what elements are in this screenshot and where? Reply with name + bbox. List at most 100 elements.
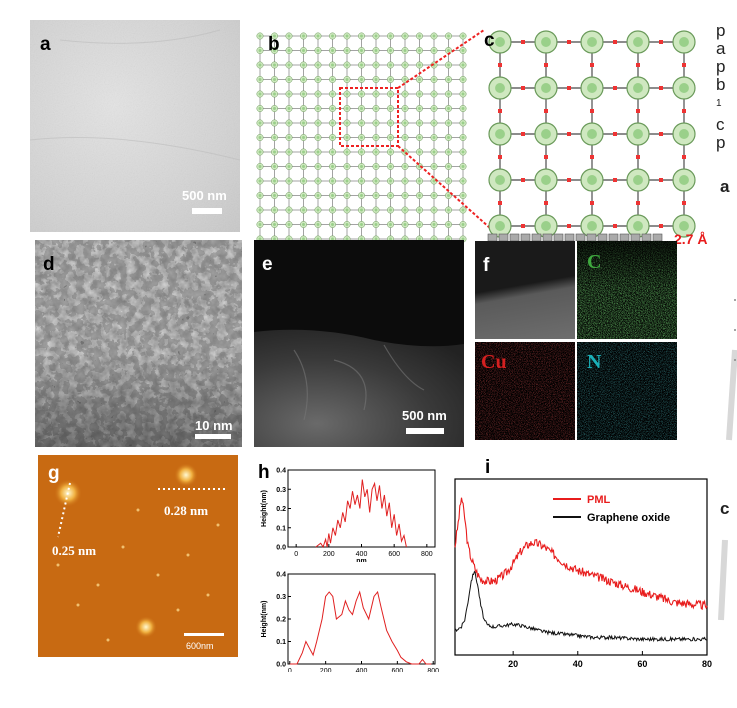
- lattice-linker: [498, 155, 502, 159]
- panel-f-eds-maps: f C Cu N: [475, 241, 677, 440]
- panel-c-lattice-zoom: c 2.7 Å: [478, 18, 714, 250]
- lattice-node-core: [258, 208, 262, 212]
- lattice-node-core: [461, 208, 465, 212]
- eds-label-n: N: [587, 351, 602, 373]
- lattice-node-core: [302, 223, 305, 226]
- lattice-linker: [613, 40, 617, 44]
- lattice-node-core: [316, 136, 320, 139]
- lattice-node-core: [360, 121, 363, 125]
- lattice-node-core: [316, 78, 320, 81]
- lattice-node-core: [374, 237, 378, 241]
- lattice-node-core: [331, 179, 334, 183]
- plot-frame: [454, 478, 708, 656]
- panel-e-stem-image: e 500 nm: [254, 240, 464, 447]
- cropped-text-4: b: [716, 75, 726, 94]
- lattice-node-core: [495, 175, 505, 185]
- lattice-node-core: [418, 121, 421, 125]
- lattice-node-core: [345, 121, 349, 125]
- y-tick-label: 0.3: [276, 487, 286, 494]
- lattice-linker: [682, 63, 686, 67]
- lattice-node-core: [389, 237, 392, 241]
- scale-bar-label-a: 500 nm: [182, 188, 227, 203]
- lattice-node-core: [302, 107, 305, 110]
- side-view-unit: [531, 233, 542, 242]
- lattice-node-core: [316, 237, 320, 241]
- series-line-1: [454, 570, 708, 643]
- lattice-node-core: [331, 63, 334, 67]
- lattice-linker: [567, 40, 571, 44]
- lattice-node-core: [541, 83, 551, 93]
- lattice-linker: [544, 109, 548, 113]
- lattice-node-core: [287, 194, 291, 197]
- tem-texture: [30, 20, 240, 232]
- lattice-node-core: [360, 136, 363, 139]
- eds-label-cu: Cu: [481, 351, 507, 373]
- x-tick-label: 400: [356, 668, 368, 672]
- lattice-node-core: [403, 237, 407, 241]
- lattice-node-core: [461, 63, 465, 67]
- panel-label-d: d: [43, 254, 55, 275]
- lattice-node-core: [633, 221, 643, 231]
- lattice-linker: [636, 63, 640, 67]
- lattice-node-core: [403, 165, 407, 168]
- lattice-node-core: [273, 78, 276, 81]
- lattice-linker: [544, 155, 548, 159]
- lattice-node-core: [331, 194, 334, 197]
- series-line-0: [315, 479, 407, 549]
- lattice-node-core: [541, 37, 551, 47]
- panel-d-hrtem-image: d 10 nm: [35, 240, 242, 447]
- lattice-linker: [590, 109, 594, 113]
- lattice-node-core: [541, 221, 551, 231]
- cropped-text-7: p: [716, 133, 726, 152]
- lattice-linker: [659, 40, 663, 44]
- lattice-linker: [659, 178, 663, 182]
- lattice-node-core: [345, 136, 349, 139]
- lattice-node-core: [447, 121, 450, 125]
- x-tick-label: 60: [637, 659, 647, 669]
- lattice-node-core: [287, 92, 291, 96]
- lattice-node-core: [316, 194, 320, 197]
- legend-label-0: PML: [587, 494, 611, 506]
- lattice-node-core: [679, 221, 689, 231]
- lattice-node-core: [403, 49, 407, 52]
- lattice-node-core: [273, 179, 276, 183]
- eds-map-n: [577, 342, 677, 440]
- lattice-node-core: [447, 165, 450, 168]
- lattice-node-core: [287, 237, 291, 241]
- lattice-linker: [498, 201, 502, 205]
- cropped-text-3: p: [716, 57, 726, 76]
- lattice-linker: [613, 224, 617, 228]
- lattice-node-core: [331, 34, 334, 38]
- lattice-node-core: [403, 78, 407, 81]
- lattice-node-core: [273, 121, 276, 125]
- lattice-node-core: [587, 37, 597, 47]
- side-view-unit: [509, 233, 520, 242]
- lattice-node-core: [258, 165, 262, 168]
- lattice-node-core: [679, 129, 689, 139]
- lattice-node-core: [374, 136, 378, 139]
- lattice-node-core: [302, 150, 305, 154]
- lattice-node-core: [374, 78, 378, 81]
- lattice-linker: [636, 109, 640, 113]
- lattice-node-core: [418, 150, 421, 154]
- lattice-node-core: [389, 165, 392, 168]
- side-view-unit: [553, 233, 564, 242]
- lattice-node-core: [374, 194, 378, 197]
- lattice-node-core: [316, 150, 320, 154]
- lattice-node-core: [273, 150, 276, 154]
- lattice-node-core: [432, 63, 436, 67]
- series-line-0: [454, 497, 708, 611]
- eds-label-c: C: [587, 251, 602, 273]
- plot-frame: [287, 469, 436, 548]
- lattice-linker: [498, 109, 502, 113]
- lattice-node-core: [345, 223, 349, 226]
- lattice-node-core: [389, 121, 392, 125]
- lattice-node-core: [316, 34, 320, 38]
- panel-a-tem-image: a 500 nm: [30, 20, 240, 232]
- lattice-node-core: [374, 107, 378, 110]
- scale-bar-a: [192, 208, 222, 214]
- lattice-node-core: [495, 83, 505, 93]
- lattice-node-core: [258, 121, 262, 125]
- lattice-node-core: [316, 107, 320, 110]
- lattice-node-core: [287, 208, 291, 212]
